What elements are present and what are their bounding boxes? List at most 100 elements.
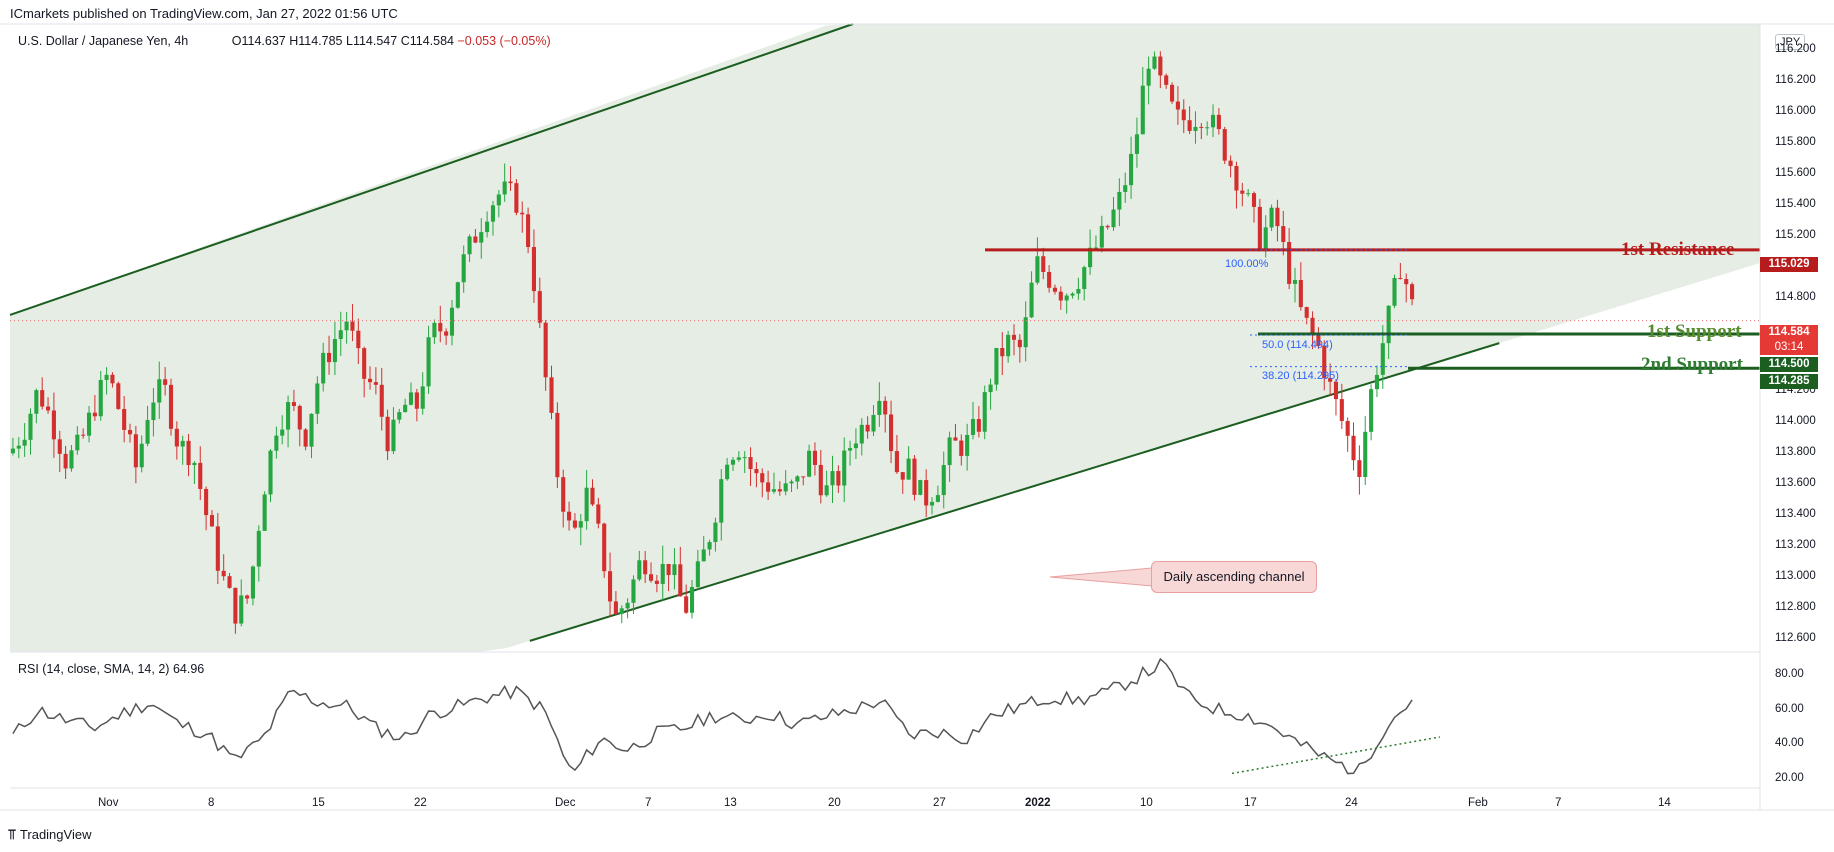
candle-body — [198, 462, 203, 489]
candle-body — [362, 348, 367, 379]
candle-body — [766, 482, 771, 492]
time-label: 22 — [414, 797, 427, 809]
candle-body — [871, 414, 876, 432]
support2-label: 2nd Support — [1641, 354, 1743, 375]
footer: ⫪ TradingView — [8, 826, 91, 843]
candle-body — [1152, 56, 1157, 69]
candle-body — [701, 549, 706, 562]
candle-body — [461, 254, 466, 283]
candle-body — [941, 465, 946, 496]
candle-body — [672, 564, 677, 576]
candle-body — [1047, 271, 1052, 288]
candle-body — [771, 489, 777, 492]
candle-body — [531, 247, 536, 292]
candle-body — [848, 448, 853, 451]
candle-body — [959, 440, 964, 456]
candle-body — [163, 379, 168, 385]
candle-body — [408, 392, 414, 405]
candle-body — [643, 560, 648, 575]
candle-body — [332, 339, 337, 363]
candle-body — [807, 450, 812, 477]
rsi-tick: 60.00 — [1775, 703, 1804, 715]
candle-body — [1146, 68, 1151, 86]
candle-body — [994, 347, 999, 385]
candle-body — [473, 236, 478, 243]
fib-382-val: (114.295) — [1292, 370, 1339, 382]
support1-label: 1st Support — [1647, 321, 1742, 342]
candle-body — [754, 468, 759, 474]
candle-body — [1374, 374, 1379, 390]
candle-body — [1205, 127, 1210, 129]
candle-body — [151, 402, 156, 421]
candle-body — [1304, 307, 1309, 318]
candle-body — [291, 402, 296, 406]
candle-body — [935, 495, 940, 502]
candle-body — [227, 576, 232, 588]
candle-body — [1322, 345, 1327, 379]
candle-body — [1328, 378, 1333, 382]
candle-body — [449, 307, 455, 336]
candle-body — [221, 570, 226, 577]
candle-body — [748, 457, 753, 469]
candle-body — [567, 511, 572, 521]
candle-body — [110, 374, 115, 384]
candle-body — [502, 181, 507, 195]
candle-body — [842, 450, 847, 486]
time-label: 17 — [1244, 797, 1257, 809]
candle-body — [976, 419, 981, 432]
candle-body — [1345, 420, 1350, 436]
candle-body — [830, 471, 835, 486]
candle-body — [970, 419, 976, 435]
channel-upper-line — [9, 23, 854, 316]
high-value: H114.785 — [289, 34, 343, 48]
candle-body — [572, 520, 577, 528]
footer-brand: TradingView — [19, 827, 92, 842]
price-tick: 113.600 — [1775, 477, 1816, 489]
candle-body — [783, 483, 788, 492]
candle-body — [789, 481, 794, 484]
candle-body — [1187, 120, 1192, 131]
candle-body — [127, 429, 133, 435]
candle-body — [654, 580, 659, 584]
candle-body — [444, 331, 449, 336]
candle-body — [924, 480, 929, 506]
candle-body — [467, 236, 472, 255]
candle-body — [1380, 343, 1385, 375]
candle-body — [1287, 242, 1292, 284]
candle-body — [1058, 291, 1063, 301]
currency-badge[interactable]: JPY — [1775, 34, 1806, 50]
rsi-tick: 80.00 — [1775, 668, 1804, 680]
candle-body — [303, 429, 308, 447]
candle-body — [204, 488, 209, 516]
candle-body — [379, 384, 384, 417]
candle-body — [122, 408, 127, 430]
rsi-tick: 20.00 — [1775, 772, 1804, 784]
candle-body — [22, 439, 27, 446]
candle-body — [1170, 84, 1175, 102]
candle-body — [1228, 160, 1233, 167]
candle-body — [245, 595, 250, 599]
candle-body — [631, 579, 636, 603]
candle-body — [725, 464, 730, 480]
candle-body — [1386, 305, 1391, 344]
candle-body — [1369, 389, 1374, 432]
candle-body — [1011, 334, 1017, 340]
candle-body — [145, 420, 150, 444]
price-tick: 115.800 — [1775, 136, 1816, 148]
candle-body — [520, 212, 525, 215]
candle-body — [1310, 317, 1315, 333]
candle-body — [836, 471, 841, 486]
candle-body — [1070, 293, 1075, 296]
candle-body — [853, 443, 858, 449]
time-label: 10 — [1140, 797, 1153, 809]
time-label: 8 — [208, 797, 215, 809]
fib-50-pct: 50.0 — [1262, 339, 1284, 351]
price-tick: 114.800 — [1775, 291, 1816, 303]
ohlc-legend: U.S. Dollar / Japanese Yen, 4h O114.637 … — [18, 34, 551, 48]
candle-body — [1246, 193, 1251, 195]
candle-body — [1123, 185, 1128, 192]
candle-body — [660, 563, 665, 584]
candle-body — [46, 406, 51, 411]
candle-body — [965, 434, 970, 456]
